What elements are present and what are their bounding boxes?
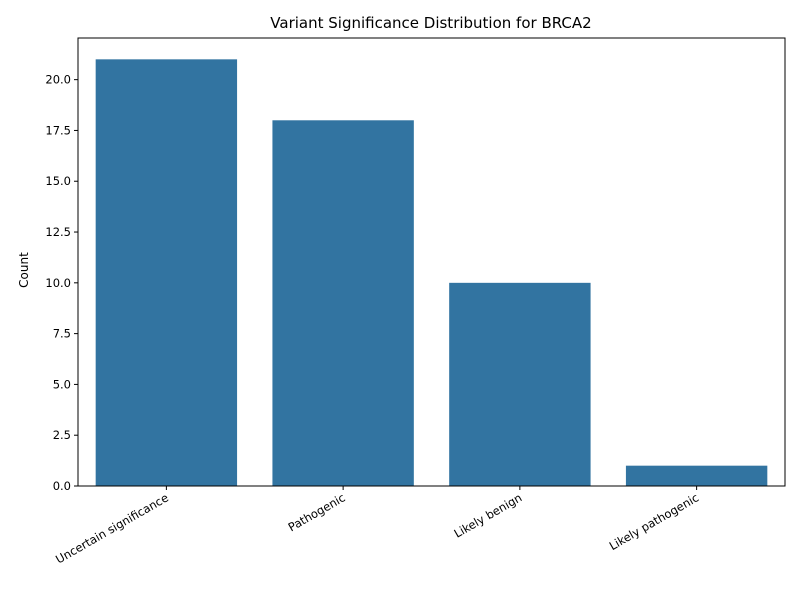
y-tick-label: 10.0 <box>45 276 71 290</box>
y-tick-label: 17.5 <box>45 123 71 137</box>
x-tick-label: Likely pathogenic <box>607 490 701 553</box>
plot-frame <box>77 37 786 487</box>
y-tick-label: 7.5 <box>53 327 71 341</box>
bar-pathogenic <box>272 120 414 486</box>
y-axis-ticks: 0.0 2.5 5.0 7.5 10.0 12.5 15.0 17.5 20.0 <box>45 73 78 493</box>
y-axis-label: Count <box>17 252 31 288</box>
y-tick-label: 12.5 <box>45 225 71 239</box>
chart-title: Variant Significance Distribution for BR… <box>270 14 591 32</box>
axes-frame <box>77 37 786 487</box>
y-tick-label: 20.0 <box>45 73 71 87</box>
x-axis-ticks: Uncertain significance Pathogenic Likely b… <box>53 486 701 567</box>
y-tick-label: 15.0 <box>45 174 71 188</box>
y-tick-label: 0.0 <box>53 479 71 493</box>
bar-likely-benign <box>449 282 591 486</box>
x-tick-label: Pathogenic <box>286 490 348 534</box>
y-tick-label: 2.5 <box>53 428 71 442</box>
bar-uncertain-significance <box>95 59 238 486</box>
bar-likely-pathogenic <box>625 465 768 486</box>
x-tick-label: Likely benign <box>452 490 525 540</box>
y-tick-label: 5.0 <box>53 377 71 391</box>
bars-group <box>95 59 768 486</box>
x-tick-label: Uncertain significance <box>53 490 171 566</box>
